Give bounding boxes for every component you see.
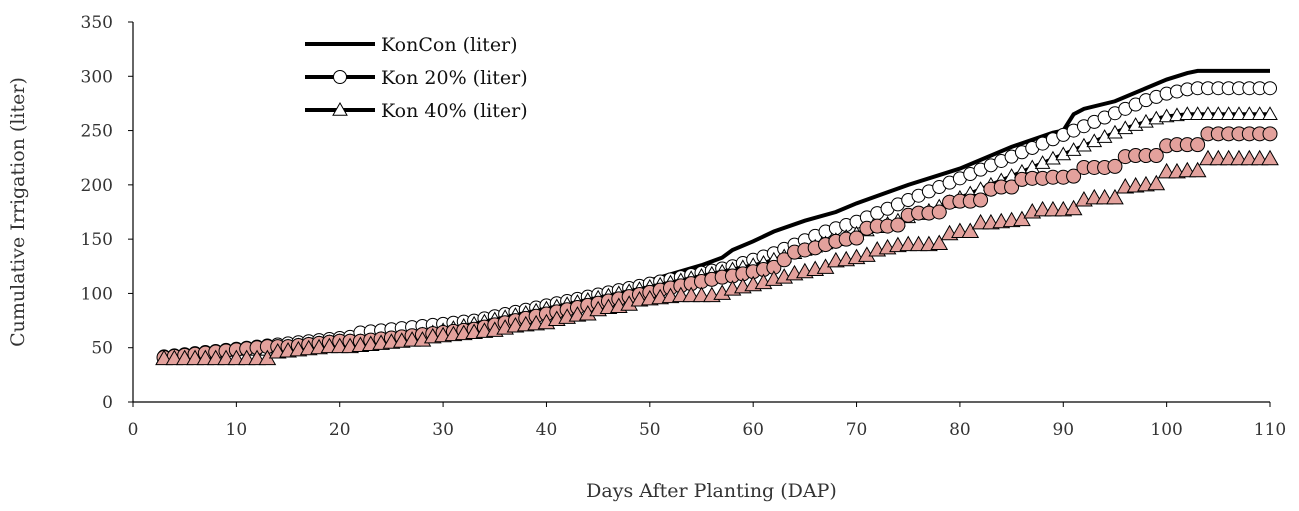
series-line <box>163 112 1270 360</box>
data-point <box>1096 129 1113 143</box>
data-point <box>1210 106 1227 121</box>
legend-label: Kon 20% (liter) <box>381 67 528 89</box>
series-4 <box>155 149 1279 366</box>
x-axis-title: Days After Planting (DAP) <box>586 480 837 502</box>
data-point <box>1158 108 1175 123</box>
x-tick-label: 70 <box>846 420 868 440</box>
x-tick-label: 30 <box>432 420 454 440</box>
y-tick-label: 350 <box>81 13 113 33</box>
data-point <box>1261 149 1279 166</box>
data-point <box>849 230 865 246</box>
data-point <box>776 252 792 268</box>
x-tick-label: 110 <box>1254 420 1286 440</box>
data-point <box>1055 146 1072 161</box>
y-tick-label: 200 <box>81 176 113 196</box>
data-point <box>1200 106 1216 121</box>
x-tick-label: 20 <box>329 420 351 440</box>
y-tick-label: 100 <box>81 284 113 304</box>
data-point <box>1220 106 1237 121</box>
legend-label: KonCon (liter) <box>381 34 518 56</box>
data-point <box>1004 179 1020 195</box>
y-tick-label: 250 <box>81 122 113 142</box>
data-point <box>1147 174 1166 191</box>
data-point <box>1045 150 1061 165</box>
data-point <box>1107 158 1123 174</box>
data-point <box>1034 155 1051 169</box>
y-tick-label: 300 <box>81 67 113 87</box>
series-1 <box>157 81 1277 364</box>
legend-swatch-marker <box>333 70 347 84</box>
y-tick-label: 50 <box>91 339 113 359</box>
y-axis-title: Cumulative Irrigation (liter) <box>7 77 29 347</box>
legend: KonCon (liter) Kon 20% (liter) Kon 40% (li… <box>305 34 528 122</box>
x-tick-label: 50 <box>639 420 661 440</box>
data-point <box>1231 106 1247 121</box>
x-tick-label: 100 <box>1150 420 1182 440</box>
data-point <box>1241 106 1258 121</box>
legend-label: Kon 40% (liter) <box>381 100 528 122</box>
data-point <box>1148 148 1164 164</box>
data-point <box>1065 142 1082 156</box>
series-layer <box>155 68 1279 366</box>
series-2 <box>156 106 1278 364</box>
legend-swatch-marker <box>332 101 348 116</box>
x-tick-label: 10 <box>226 420 248 440</box>
data-point <box>1262 126 1278 142</box>
data-point <box>1251 106 1268 121</box>
y-tick-label: 150 <box>81 230 113 250</box>
axes: 0 50 100 150 200 250 300 350 0 10 20 30 40 50 60 70 80 90… <box>81 13 1287 440</box>
data-point <box>1086 133 1103 148</box>
data-point <box>930 234 949 250</box>
data-point <box>890 217 906 233</box>
data-point <box>1169 107 1185 122</box>
y-tick-label: 0 <box>102 393 113 413</box>
data-point <box>961 222 980 239</box>
data-point <box>1106 188 1124 205</box>
series-3 <box>156 126 1278 365</box>
x-tick-label: 90 <box>1052 420 1074 440</box>
data-point <box>1064 199 1083 216</box>
data-point <box>1189 106 1206 121</box>
series-line <box>163 86 1270 359</box>
data-point <box>1262 106 1278 121</box>
data-point <box>1188 161 1207 178</box>
data-point <box>1190 137 1206 153</box>
legend-item: KonCon (liter) <box>305 34 518 56</box>
data-point <box>1066 168 1082 184</box>
data-point <box>1263 81 1277 96</box>
x-tick-label: 0 <box>128 420 139 440</box>
x-tick-label: 80 <box>949 420 971 440</box>
data-point <box>1013 210 1031 227</box>
data-point <box>1076 137 1092 152</box>
data-point <box>931 204 947 220</box>
legend-item: Kon 20% (liter) <box>305 67 528 89</box>
x-tick-label: 40 <box>536 420 558 440</box>
data-point <box>1107 124 1123 139</box>
x-tick-label: 60 <box>742 420 764 440</box>
legend-item: Kon 40% (liter) <box>305 100 528 122</box>
data-point <box>973 192 989 208</box>
data-point <box>1179 106 1196 121</box>
